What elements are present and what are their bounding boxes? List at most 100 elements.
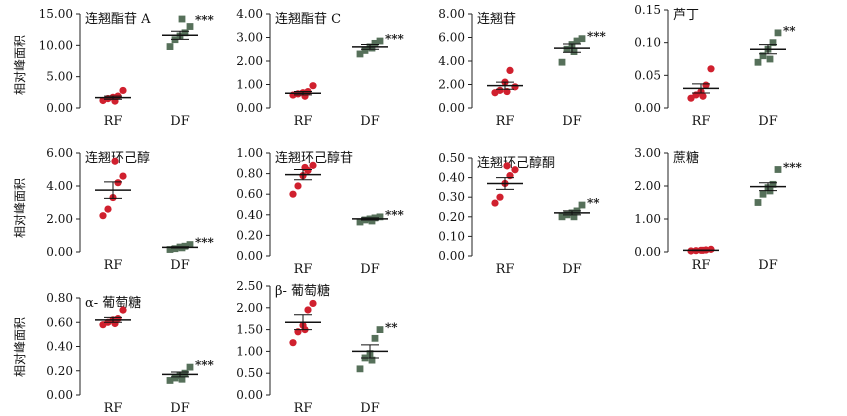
data-point-DF xyxy=(166,377,174,384)
panel-title: 蔗糖 xyxy=(673,150,699,166)
y-tick-label: 0.10 xyxy=(438,229,465,243)
data-point-DF xyxy=(181,369,189,377)
y-tick-label: 0.00 xyxy=(438,101,465,115)
data-point-RF xyxy=(309,82,317,90)
data-point-DF xyxy=(178,15,186,23)
significance-marker: ** xyxy=(783,24,796,38)
panels: 0.00 5.00 10.00 15.00 连翘酯苷 A RF DF *** 0.00 1.00 2… xyxy=(39,3,803,416)
y-tick-label: 2.00 xyxy=(236,301,263,315)
series-DF xyxy=(162,15,198,50)
significance-marker: *** xyxy=(587,30,607,44)
data-point-DF xyxy=(558,213,566,221)
data-point-DF xyxy=(371,39,379,47)
y-tick-label: 2.00 xyxy=(46,212,73,226)
panel-title: 连翘环己醇酮 xyxy=(477,155,555,171)
data-point-DF xyxy=(766,55,774,63)
series-DF xyxy=(750,29,786,66)
data-point-DF xyxy=(759,190,767,198)
data-point-RF xyxy=(111,97,119,105)
data-point-RF xyxy=(119,172,127,180)
data-point-DF xyxy=(570,48,578,55)
series-RF xyxy=(683,245,719,255)
data-point-DF xyxy=(166,246,174,253)
y-tick-label: 6.00 xyxy=(438,31,465,45)
data-point-DF xyxy=(376,213,384,221)
y-tick-label: 0.50 xyxy=(438,151,465,165)
data-point-RF xyxy=(294,182,302,190)
panel-7: 0.00 0.10 0.20 0.30 0.40 0.50 连翘环己醇酮 RF DF ** xyxy=(438,151,600,277)
y-tick-label: 0.00 xyxy=(46,388,73,402)
y-axis-label-row-2: 相对峰面积 xyxy=(13,178,27,238)
data-point-DF xyxy=(368,44,376,52)
panel-title: 连翘环己醇苷 xyxy=(275,150,353,166)
data-point-DF xyxy=(171,374,179,382)
significance-marker: *** xyxy=(385,32,405,46)
series-DF xyxy=(554,35,590,66)
series-DF xyxy=(750,166,786,206)
x-category-label-DF: DF xyxy=(170,114,189,129)
y-tick-label: 3.00 xyxy=(634,146,661,160)
data-point-RF xyxy=(511,166,519,174)
x-category-label-DF: DF xyxy=(360,262,379,277)
data-point-DF xyxy=(371,334,379,342)
data-point-RF xyxy=(491,199,499,207)
panel-title: 连翘酯苷 C xyxy=(275,11,341,27)
panel-2: 0.00 1.00 2.00 3.00 4.00 连翘酯苷 C RF DF *** xyxy=(236,7,404,129)
data-point-DF xyxy=(361,47,369,54)
data-point-DF xyxy=(754,58,762,66)
data-point-RF xyxy=(289,339,297,347)
series-RF xyxy=(487,162,523,207)
y-tick-label: 0.40 xyxy=(438,171,465,185)
data-point-DF xyxy=(578,35,586,43)
y-tick-label: 2.00 xyxy=(438,78,465,92)
series-DF xyxy=(352,326,388,373)
x-category-label-DF: DF xyxy=(360,401,379,416)
x-category-label-RF: RF xyxy=(692,114,711,129)
y-tick-label: 6.00 xyxy=(46,146,73,160)
y-tick-label: 0.80 xyxy=(46,291,73,305)
panel-8: 0.00 1.00 2.00 3.00 蔗糖 RF DF *** xyxy=(634,146,802,273)
data-point-DF xyxy=(368,356,376,364)
x-category-label-DF: DF xyxy=(562,262,581,277)
data-point-RF xyxy=(503,87,511,96)
data-point-RF xyxy=(707,245,715,253)
y-tick-label: 4.00 xyxy=(46,179,73,193)
series-DF xyxy=(554,201,590,221)
y-tick-label: 0.00 xyxy=(634,245,661,259)
x-category-label-RF: RF xyxy=(294,262,313,277)
panel-10: 0.00 0.50 1.00 1.50 2.00 2.50 β- 葡萄糖 RF DF ** xyxy=(236,279,398,416)
data-point-DF xyxy=(181,29,189,37)
y-tick-label: 2.00 xyxy=(634,179,661,193)
y-tick-label: 0.40 xyxy=(46,340,73,354)
data-point-RF xyxy=(506,66,514,74)
data-point-DF xyxy=(356,218,364,226)
data-point-DF xyxy=(578,201,586,209)
data-point-DF xyxy=(769,39,777,47)
y-tick-label: 0.05 xyxy=(634,68,661,82)
panel-title: 连翘酯苷 A xyxy=(85,11,151,27)
x-category-label-RF: RF xyxy=(104,401,123,416)
y-tick-label: 4.00 xyxy=(236,7,263,21)
y-tick-label: 1.50 xyxy=(236,323,263,337)
x-category-label-DF: DF xyxy=(170,258,189,273)
y-tick-label: 0.60 xyxy=(236,187,263,201)
data-point-DF xyxy=(166,43,174,50)
significance-marker: *** xyxy=(195,358,215,372)
significance-marker: ** xyxy=(587,196,600,210)
y-tick-label: 0.20 xyxy=(236,228,263,242)
significance-marker: *** xyxy=(195,236,215,250)
x-category-label-RF: RF xyxy=(104,114,123,129)
y-tick-label: 10.00 xyxy=(39,38,73,52)
series-DF xyxy=(352,37,388,58)
data-point-DF xyxy=(558,58,566,66)
panel-5: 0.00 2.00 4.00 6.00 连翘环己醇 RF DF *** xyxy=(46,146,214,273)
y-tick-label: 0.60 xyxy=(46,315,73,329)
data-point-DF xyxy=(186,23,194,30)
data-point-RF xyxy=(503,162,511,170)
x-category-label-DF: DF xyxy=(170,401,189,416)
y-tick-label: 4.00 xyxy=(438,54,465,68)
panel-1: 0.00 5.00 10.00 15.00 连翘酯苷 A RF DF *** xyxy=(39,7,215,129)
data-point-DF xyxy=(769,180,777,188)
series-RF xyxy=(95,157,131,220)
